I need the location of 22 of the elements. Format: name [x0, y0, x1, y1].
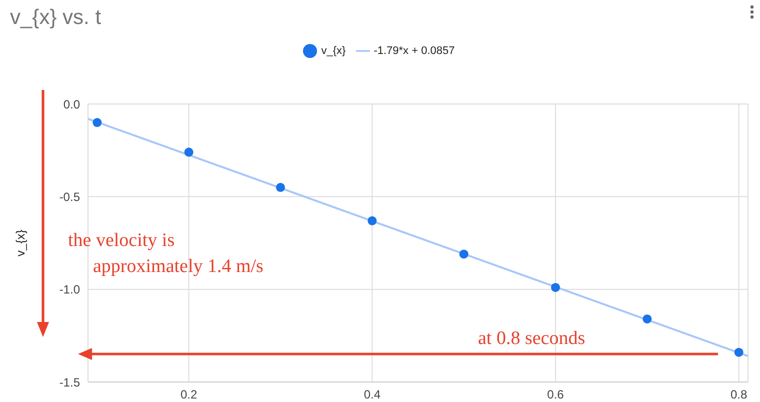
legend-label: v_{x} [321, 44, 346, 57]
x-tick-label: 0.2 [180, 388, 198, 402]
legend-label: -1.79*x + 0.0857 [374, 44, 455, 57]
point [642, 314, 652, 324]
point [92, 118, 102, 128]
point [184, 148, 194, 157]
point [368, 216, 377, 226]
y-tick-label: 0.0 [63, 97, 80, 112]
y-tick-label: -1.0 [59, 282, 80, 297]
y-tick-label: -1.5 [59, 375, 80, 390]
point [550, 282, 560, 292]
x-tick-label: 0.4 [364, 388, 381, 402]
point [459, 250, 468, 259]
y-tick-label: -0.5 [59, 190, 80, 204]
chart-title: v_{x} vs. t [10, 6, 102, 30]
annotation: at 0.8 seconds [478, 327, 586, 351]
annotation: the velocity is approximately 1.4 m/s [68, 229, 264, 279]
y-axis-title: v_{x} [13, 230, 28, 256]
point [276, 182, 286, 192]
point [734, 348, 744, 357]
x-tick-label: 0.6 [547, 388, 564, 402]
x-tick-label: 0.8 [730, 388, 748, 402]
